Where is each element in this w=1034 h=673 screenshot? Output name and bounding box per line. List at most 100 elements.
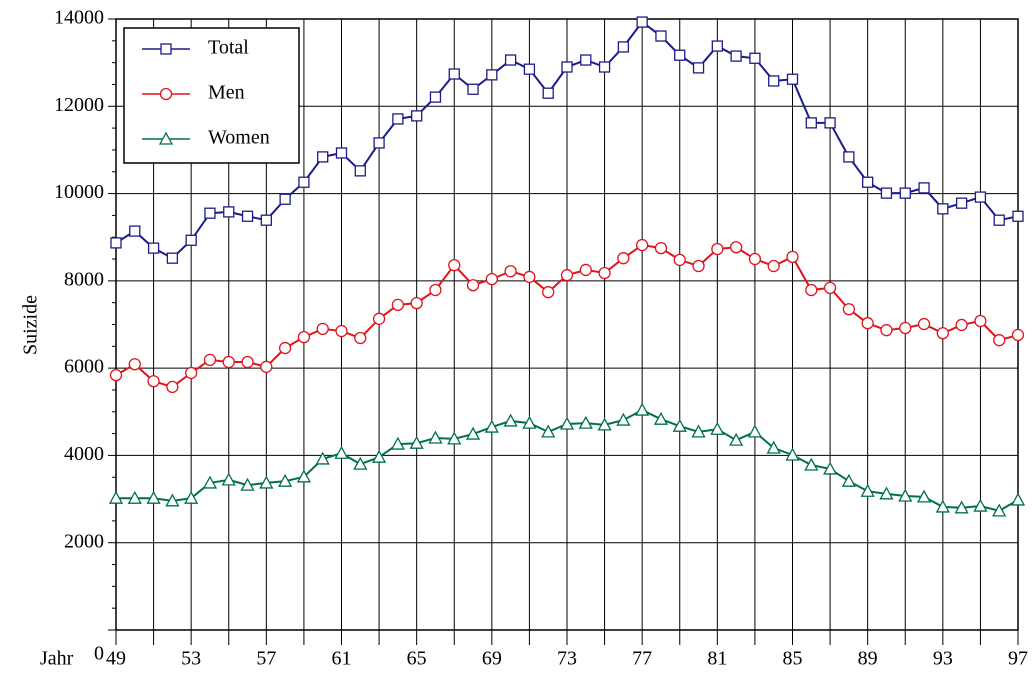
- legend-label: Men: [208, 82, 245, 104]
- x-tick-label: 61: [332, 648, 352, 670]
- y-tick-label: 14000: [54, 7, 104, 29]
- marker: [617, 41, 630, 53]
- marker: [317, 151, 329, 163]
- marker: [278, 341, 292, 355]
- marker: [503, 413, 518, 427]
- marker: [597, 417, 612, 431]
- marker: [147, 375, 160, 388]
- marker: [711, 40, 723, 52]
- legend: Total Men Women: [123, 27, 300, 164]
- marker: [391, 298, 405, 312]
- marker: [993, 214, 1005, 226]
- marker: [786, 73, 799, 85]
- marker: [184, 490, 199, 504]
- marker: [879, 486, 894, 500]
- legend-label: Women: [208, 127, 270, 149]
- marker: [160, 43, 172, 55]
- marker: [259, 475, 274, 489]
- y-tick-label: 8000: [64, 268, 104, 290]
- marker: [260, 214, 272, 226]
- marker: [785, 447, 800, 461]
- marker: [974, 191, 987, 203]
- x-tick-label: 89: [858, 648, 878, 670]
- x-tick-label: 57: [256, 648, 276, 670]
- marker: [504, 265, 517, 278]
- marker: [580, 54, 592, 66]
- marker: [1010, 492, 1026, 506]
- marker: [805, 283, 818, 297]
- marker: [335, 324, 348, 338]
- marker: [559, 416, 575, 430]
- y-tick-label: 12000: [54, 94, 104, 116]
- marker: [767, 259, 780, 273]
- marker: [166, 380, 179, 394]
- marker: [315, 451, 330, 465]
- marker: [880, 324, 893, 337]
- marker: [429, 91, 442, 103]
- marker: [561, 61, 573, 73]
- marker: [166, 252, 179, 264]
- marker: [241, 210, 254, 222]
- marker: [541, 424, 556, 438]
- marker: [411, 110, 423, 122]
- y-tick-label: 0: [94, 643, 104, 665]
- marker: [899, 187, 911, 199]
- marker: [278, 473, 293, 487]
- marker: [128, 358, 141, 371]
- marker: [674, 49, 686, 61]
- marker: [159, 87, 173, 101]
- marker: [279, 193, 291, 205]
- marker: [522, 415, 537, 429]
- y-tick-label: 2000: [64, 530, 104, 552]
- marker: [749, 52, 761, 64]
- x-tick-label: 81: [707, 648, 727, 670]
- marker: [766, 440, 781, 454]
- x-tick-label: 65: [407, 648, 427, 670]
- marker: [916, 489, 932, 503]
- marker: [221, 472, 236, 486]
- x-tick-label: 53: [181, 648, 201, 670]
- marker: [523, 63, 536, 75]
- marker: [954, 500, 969, 514]
- marker: [372, 312, 386, 325]
- marker: [354, 165, 366, 177]
- marker: [861, 317, 874, 330]
- marker: [786, 250, 799, 264]
- marker: [899, 321, 912, 335]
- marker: [110, 237, 122, 249]
- marker: [823, 281, 837, 294]
- marker: [841, 473, 856, 487]
- y-axis-label: Suizide: [20, 295, 42, 355]
- marker: [428, 430, 443, 444]
- marker: [298, 176, 310, 188]
- x-tick-label: 93: [933, 648, 953, 670]
- marker: [202, 475, 218, 489]
- x-tick-label: 49: [106, 648, 126, 670]
- marker: [354, 331, 367, 345]
- marker: [390, 436, 405, 450]
- marker: [485, 272, 498, 286]
- marker: [486, 69, 498, 81]
- marker: [465, 426, 481, 440]
- x-axis-label: Jahr: [40, 648, 74, 670]
- marker: [842, 303, 856, 316]
- marker: [673, 253, 686, 267]
- marker: [636, 238, 649, 252]
- marker: [691, 424, 706, 438]
- marker: [822, 461, 838, 475]
- marker: [467, 83, 479, 95]
- marker: [710, 421, 725, 435]
- marker: [862, 176, 874, 188]
- marker: [223, 206, 235, 218]
- marker: [692, 62, 705, 74]
- marker: [579, 263, 592, 277]
- marker: [898, 488, 913, 502]
- marker: [371, 449, 387, 463]
- marker: [316, 322, 329, 336]
- y-tick-label: 4000: [64, 443, 104, 465]
- marker: [127, 490, 142, 504]
- x-tick-label: 69: [482, 648, 502, 670]
- marker: [410, 296, 423, 310]
